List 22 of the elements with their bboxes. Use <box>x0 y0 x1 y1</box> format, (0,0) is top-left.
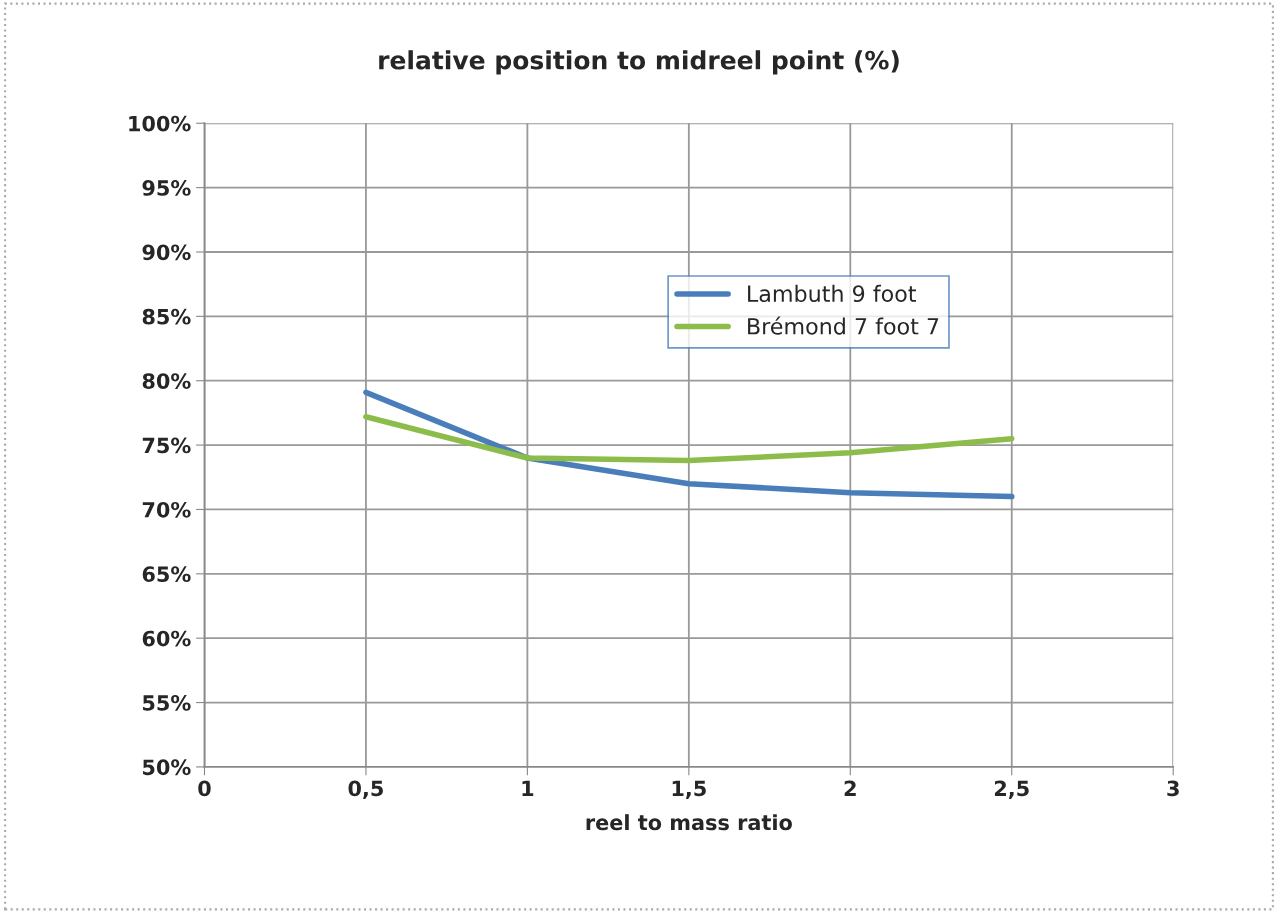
y-tick-label: 65% <box>142 566 191 583</box>
chart-title: relative position to midreel point (%) <box>379 50 899 75</box>
y-tick-label: 70% <box>142 501 191 518</box>
x-tick-label: 2,5 <box>994 780 1029 799</box>
x-axis-title: reel to mass ratio <box>586 814 792 831</box>
x-tick-label: 0 <box>198 780 211 797</box>
x-tick-label: 0,5 <box>348 780 383 799</box>
y-tick-label: 60% <box>142 630 191 647</box>
y-tick-label: 55% <box>143 695 191 711</box>
x-tick-label: 2 <box>844 780 856 796</box>
legend-label: Brémond 7 foot 7 <box>748 316 939 335</box>
legend-label: Lambuth 9 foot <box>748 284 916 303</box>
y-tick-label: 100% <box>129 115 191 132</box>
y-tick-label: 75% <box>142 437 191 454</box>
y-tick-label: 80% <box>142 373 191 389</box>
x-tick-label: 1,5 <box>672 780 706 799</box>
y-tick-label: 50% <box>143 759 191 776</box>
x-tick-label: 3 <box>1167 780 1179 797</box>
y-tick-label: 90% <box>142 244 191 261</box>
y-tick-label: 95% <box>142 180 191 196</box>
y-tick-label: 85% <box>142 308 191 325</box>
x-tick-label: 1 <box>522 780 534 796</box>
